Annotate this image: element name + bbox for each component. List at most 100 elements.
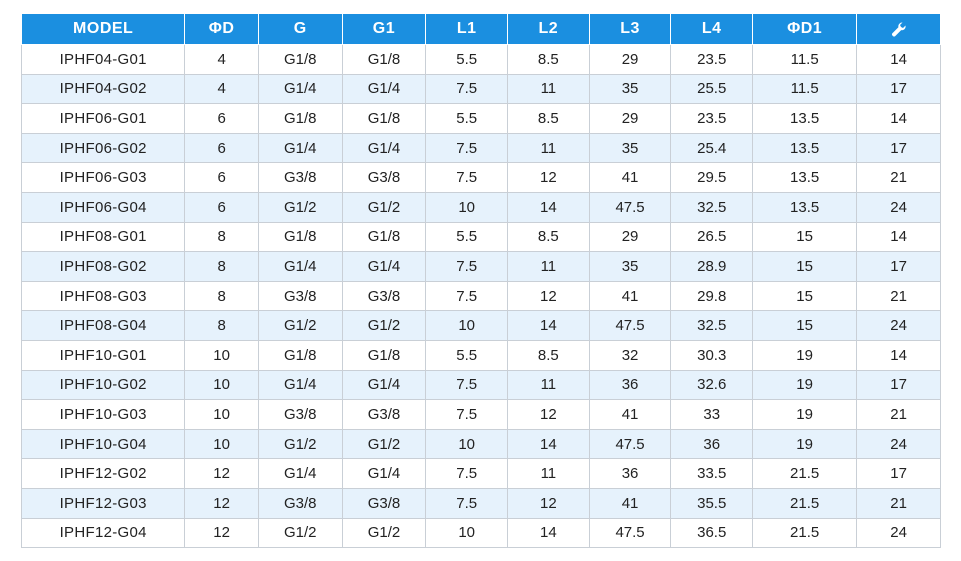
header-l2: L2	[507, 14, 590, 45]
cell-model: IPHF12-G03	[20, 487, 186, 519]
cell-g1: G1/2	[341, 517, 427, 549]
cell-l2: 14	[507, 428, 590, 460]
cell-phi-d1: 19	[752, 428, 858, 460]
cell-model: IPHF08-G04	[20, 310, 186, 341]
cell-l1: 10	[425, 191, 509, 223]
cell-l4: 32.5	[670, 191, 754, 223]
table-row: IPHF08-G01 8 G1/8 G1/8 5.5 8.5 29 26.5 15 14	[20, 221, 941, 253]
cell-g1: G1/2	[341, 310, 427, 341]
cell-l4: 29.8	[670, 280, 754, 312]
cell-l4: 36.5	[670, 517, 754, 549]
table-row: IPHF12-G02 12 G1/4 G1/4 7.5 11 36 33.5 21.5 17	[20, 458, 941, 489]
table-row: IPHF08-G03 8 G3/8 G3/8 7.5 12 41 29.8 15 21	[20, 280, 941, 312]
wrench-icon	[891, 22, 906, 37]
cell-g: G1/8	[257, 221, 343, 253]
cell-model: IPHF06-G02	[20, 132, 186, 164]
cell-phi-d1: 21.5	[752, 517, 858, 549]
cell-model: IPHF10-G03	[20, 399, 186, 430]
cell-g: G3/8	[257, 399, 343, 430]
cell-l3: 36	[588, 369, 672, 401]
cell-wrench-size: 14	[856, 339, 941, 371]
cell-g1: G1/8	[341, 103, 427, 134]
cell-g: G3/8	[257, 280, 343, 312]
header-g1: G1	[341, 14, 427, 45]
cell-g1: G1/8	[341, 44, 427, 75]
cell-model: IPHF04-G01	[20, 44, 186, 75]
cell-l2: 12	[507, 487, 590, 519]
cell-l2: 14	[507, 517, 590, 549]
cell-l4: 23.5	[670, 44, 754, 75]
cell-phi-d: 10	[184, 369, 259, 401]
cell-g1: G1/4	[341, 458, 427, 489]
cell-phi-d: 4	[184, 73, 259, 105]
cell-l2: 12	[507, 280, 590, 312]
cell-wrench-size: 14	[856, 221, 941, 253]
cell-wrench-size: 24	[856, 517, 941, 549]
cell-g1: G3/8	[341, 280, 427, 312]
cell-l4: 25.5	[670, 73, 754, 105]
cell-l2: 8.5	[507, 103, 590, 134]
header-l1: L1	[425, 14, 509, 45]
cell-l1: 5.5	[425, 221, 509, 253]
cell-wrench-size: 24	[856, 310, 941, 341]
cell-g: G1/2	[257, 428, 343, 460]
cell-l1: 5.5	[425, 44, 509, 75]
cell-l4: 25.4	[670, 132, 754, 164]
cell-l3: 47.5	[588, 428, 672, 460]
cell-model: IPHF12-G02	[20, 458, 186, 489]
cell-l3: 41	[588, 487, 672, 519]
cell-phi-d: 12	[184, 517, 259, 549]
cell-l4: 32.5	[670, 310, 754, 341]
cell-l1: 7.5	[425, 487, 509, 519]
cell-g: G1/4	[257, 132, 343, 164]
cell-l1: 7.5	[425, 369, 509, 401]
cell-wrench-size: 17	[856, 369, 941, 401]
table-row: IPHF06-G04 6 G1/2 G1/2 10 14 47.5 32.5 13.5 24	[20, 191, 941, 223]
header-wrench	[856, 14, 941, 45]
cell-l4: 26.5	[670, 221, 754, 253]
cell-phi-d1: 15	[752, 310, 858, 341]
cell-l1: 7.5	[425, 280, 509, 312]
cell-phi-d1: 19	[752, 399, 858, 430]
cell-l4: 33	[670, 399, 754, 430]
cell-model: IPHF08-G02	[20, 251, 186, 282]
cell-phi-d: 6	[184, 103, 259, 134]
cell-l4: 30.3	[670, 339, 754, 371]
cell-g1: G1/8	[341, 339, 427, 371]
cell-l3: 29	[588, 221, 672, 253]
table-row: IPHF10-G01 10 G1/8 G1/8 5.5 8.5 32 30.3 19 14	[20, 339, 941, 371]
cell-g1: G1/2	[341, 428, 427, 460]
cell-l3: 32	[588, 339, 672, 371]
cell-phi-d: 8	[184, 221, 259, 253]
cell-phi-d: 12	[184, 487, 259, 519]
cell-l1: 7.5	[425, 132, 509, 164]
cell-l3: 41	[588, 162, 672, 193]
cell-phi-d: 6	[184, 162, 259, 193]
cell-phi-d: 4	[184, 44, 259, 75]
cell-wrench-size: 21	[856, 162, 941, 193]
cell-l1: 7.5	[425, 458, 509, 489]
cell-phi-d1: 13.5	[752, 103, 858, 134]
cell-g: G1/8	[257, 103, 343, 134]
cell-g1: G1/4	[341, 251, 427, 282]
table-row: IPHF04-G01 4 G1/8 G1/8 5.5 8.5 29 23.5 11.5 14	[20, 44, 941, 75]
cell-g: G1/8	[257, 44, 343, 75]
cell-l4: 32.6	[670, 369, 754, 401]
cell-l2: 11	[507, 251, 590, 282]
cell-wrench-size: 21	[856, 280, 941, 312]
cell-phi-d1: 19	[752, 369, 858, 401]
header-g: G	[257, 14, 343, 45]
cell-l2: 11	[507, 369, 590, 401]
cell-l3: 41	[588, 280, 672, 312]
cell-l2: 11	[507, 132, 590, 164]
table-row: IPHF08-G02 8 G1/4 G1/4 7.5 11 35 28.9 15 17	[20, 251, 941, 282]
table-row: IPHF06-G02 6 G1/4 G1/4 7.5 11 35 25.4 13.5 17	[20, 132, 941, 164]
cell-l4: 36	[670, 428, 754, 460]
cell-g: G1/4	[257, 458, 343, 489]
cell-model: IPHF12-G04	[20, 517, 186, 549]
cell-phi-d1: 13.5	[752, 191, 858, 223]
cell-l2: 11	[507, 458, 590, 489]
cell-l3: 35	[588, 132, 672, 164]
cell-phi-d: 6	[184, 132, 259, 164]
cell-g: G1/2	[257, 191, 343, 223]
